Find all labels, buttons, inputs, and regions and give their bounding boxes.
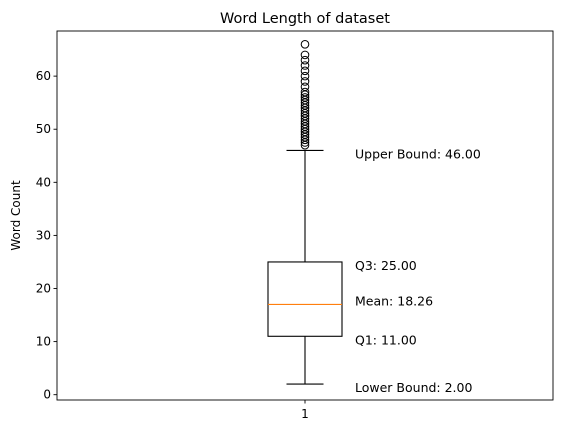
y-axis: 0 10 20 30 40 50 60: [36, 69, 57, 402]
y-tick-label: 50: [36, 122, 51, 136]
outlier-point: [301, 51, 309, 59]
boxplot: [268, 40, 342, 384]
annotation-label: Upper Bound: 46.00: [355, 146, 481, 161]
y-tick-label: 30: [36, 228, 51, 242]
chart-title: Word Length of dataset: [220, 11, 390, 27]
annotations: Upper Bound: 46.00 Q3: 25.00 Mean: 18.26 Q1…: [355, 146, 481, 395]
y-tick-label: 0: [43, 388, 51, 402]
annotation-label: Q3: 25.00: [355, 258, 417, 273]
y-tick-label: 20: [36, 282, 51, 296]
iqr-box: [268, 262, 342, 336]
y-tick-label: 10: [36, 335, 51, 349]
y-tick-label: 40: [36, 175, 51, 189]
y-axis-label: Word Count: [9, 180, 23, 251]
x-axis: 1: [301, 400, 309, 421]
y-tick-label: 60: [36, 69, 51, 83]
x-tick-label: 1: [301, 407, 309, 421]
outlier-point: [301, 40, 309, 48]
annotation-label: Mean: 18.26: [355, 294, 433, 309]
annotation-label: Q1: 11.00: [355, 332, 417, 347]
annotation-label: Lower Bound: 2.00: [355, 380, 472, 395]
